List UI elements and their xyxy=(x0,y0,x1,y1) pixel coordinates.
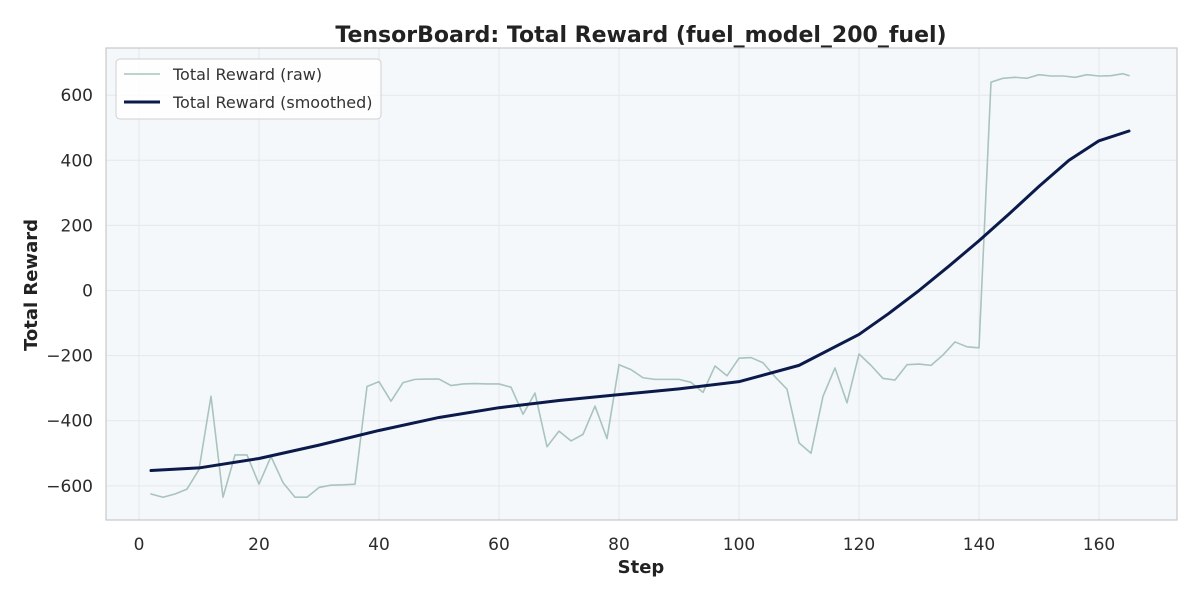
chart-title: TensorBoard: Total Reward (fuel_model_20… xyxy=(335,23,946,48)
raw-series-line xyxy=(150,72,1130,499)
legend: Total Reward (raw) Total Reward (smoothe… xyxy=(115,58,382,120)
y-tick-label: 200 xyxy=(61,216,93,236)
legend-box xyxy=(115,58,382,120)
y-axis-ticks: −600 −400 −200 0 200 400 600 xyxy=(46,86,93,497)
plot-area xyxy=(106,48,1177,520)
legend-smoothed-label: Total Reward (smoothed) xyxy=(172,93,373,112)
plot-frame xyxy=(105,47,1178,521)
smoothed-series-line xyxy=(149,129,1131,473)
x-tick-label: 160 xyxy=(1083,535,1115,555)
x-axis-title: Step xyxy=(618,557,665,578)
y-tick-label: −600 xyxy=(46,477,93,497)
x-tick-label: 100 xyxy=(723,535,755,555)
series-layer xyxy=(149,72,1131,499)
legend-raw-label: Total Reward (raw) xyxy=(172,65,322,84)
y-tick-label: 600 xyxy=(61,86,93,106)
x-tick-label: 80 xyxy=(608,535,630,555)
grid-lines xyxy=(106,48,1177,520)
y-tick-label: −200 xyxy=(46,347,93,367)
x-tick-label: 60 xyxy=(488,535,510,555)
x-tick-label: 20 xyxy=(248,535,270,555)
x-tick-label: 0 xyxy=(134,535,145,555)
x-tick-label: 40 xyxy=(368,535,390,555)
x-axis-ticks: 0 20 40 60 80 100 120 140 160 xyxy=(134,535,1116,555)
y-axis-title: Total Reward xyxy=(21,219,42,351)
x-tick-label: 140 xyxy=(963,535,995,555)
y-tick-label: −400 xyxy=(46,412,93,432)
x-tick-label: 120 xyxy=(843,535,875,555)
y-tick-label: 0 xyxy=(82,282,93,302)
y-tick-label: 400 xyxy=(61,151,93,171)
